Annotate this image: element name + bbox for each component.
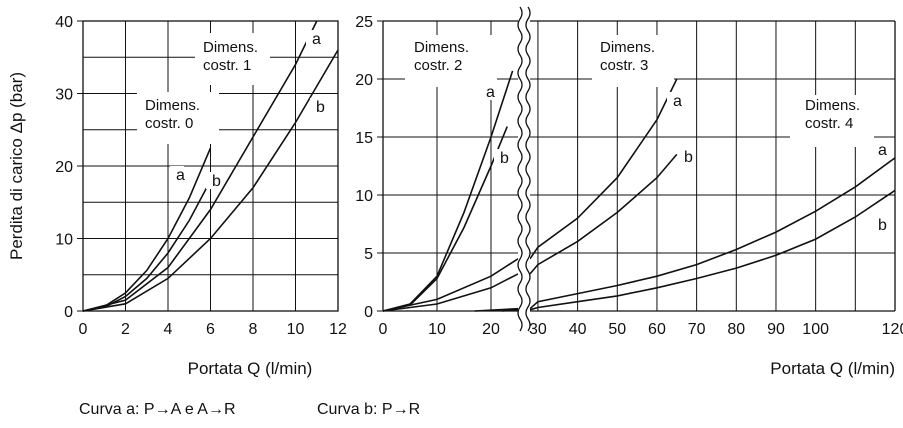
legend-curve-a: Curva a: P→A e A→R [79, 401, 236, 418]
curve-letter: a [176, 167, 185, 184]
curve-letter: b [316, 99, 325, 116]
legend-curve-b: Curva b: P→R [317, 401, 420, 418]
series-line-a [474, 307, 519, 312]
curve-letter: a [312, 31, 321, 48]
letter-bg [667, 92, 681, 109]
y-tick-label: 20 [355, 72, 373, 89]
x-tick-label: 0 [379, 321, 388, 338]
letter-bg [872, 141, 886, 158]
letter-bg [306, 30, 320, 47]
y-axis-title: Perdita di carico Δp (bar) [7, 72, 26, 260]
letter-bg [480, 83, 494, 100]
letter-bg [678, 148, 692, 165]
chart-left: 0 2 4 6 8 10 12 0 10 20 30 40 Portata Q (l/min) Dimen… [55, 14, 347, 378]
label-box [790, 95, 874, 147]
x-axis-title-right: Portata Q (l/min) [770, 359, 895, 378]
annotation-costr-0: Dimens. costr. 0 [145, 97, 200, 132]
label-box [405, 35, 497, 87]
series-line-a [382, 70, 514, 312]
label-box [137, 92, 219, 144]
y-tick-label: 30 [55, 87, 73, 104]
y-tick-label: 40 [55, 14, 73, 31]
letter-bg [310, 98, 324, 115]
y-tick-label: 10 [355, 188, 373, 205]
x-tick-label: 60 [648, 321, 666, 338]
series-line-b [382, 273, 519, 312]
series-line-a [82, 147, 212, 312]
curve-letter: a [673, 93, 682, 110]
y-tick-label: 0 [64, 304, 73, 321]
x-tick-label: 8 [249, 321, 258, 338]
curve-letter: b [684, 149, 693, 166]
letter-bg [206, 172, 220, 189]
y-tick-label: 15 [355, 130, 373, 147]
annotation-costr-4: Dimens. costr. 4 [805, 97, 860, 132]
curve-letter: b [212, 173, 221, 190]
curve-letter: b [878, 217, 887, 234]
x-tick-label: 120 [882, 321, 903, 338]
letter-bg [170, 166, 184, 183]
series-line-b [82, 49, 339, 312]
y-tick-label: 5 [364, 246, 373, 263]
annotation-costr-3: Dimens. costr. 3 [600, 39, 655, 74]
series-line-b [501, 309, 519, 312]
curve-letter: b [500, 150, 509, 167]
series-line-b [529, 189, 896, 311]
x-tick-label: 0 [79, 321, 88, 338]
series-line-b [529, 153, 678, 275]
axis-break-mark [525, 6, 531, 332]
letter-bg [872, 216, 886, 233]
curve-letter: a [486, 84, 495, 101]
x-tick-label: 2 [121, 321, 130, 338]
x-tick-label: 50 [608, 321, 626, 338]
x-tick-label: 40 [569, 321, 587, 338]
series-line-a [529, 78, 678, 260]
annotation-costr-1: Dimens. costr. 1 [203, 39, 258, 74]
letter-bg [494, 149, 508, 166]
annotation-costr-2: Dimens. costr. 2 [414, 39, 469, 74]
chart-right: 0 10 20 30 40 50 60 70 80 90 100 120 0 5 10 15 20 25 Porta… [355, 6, 903, 378]
x-tick-label: 10 [287, 321, 305, 338]
x-tick-label: 80 [727, 321, 745, 338]
y-tick-label: 20 [55, 159, 73, 176]
label-box [592, 35, 674, 87]
x-tick-label: 4 [164, 321, 173, 338]
x-tick-label: 10 [428, 321, 446, 338]
y-tick-label: 0 [364, 304, 373, 321]
x-tick-label: 90 [767, 321, 785, 338]
x-tick-label: 70 [688, 321, 706, 338]
axis-break-mark [517, 6, 523, 332]
series-line-a [382, 258, 519, 312]
series-line-b [382, 126, 508, 312]
label-box [195, 33, 270, 85]
series-line-a [529, 157, 896, 310]
x-tick-label: 20 [482, 321, 500, 338]
series-line-a [82, 20, 318, 312]
curve-letter: a [878, 142, 887, 159]
x-tick-label: 12 [329, 321, 347, 338]
x-tick-label: 100 [802, 321, 829, 338]
y-tick-label: 10 [55, 232, 73, 249]
y-tick-label: 25 [355, 14, 373, 31]
x-axis-title-left: Portata Q (l/min) [188, 359, 313, 378]
x-tick-label: 6 [206, 321, 215, 338]
x-tick-label: 30 [529, 321, 547, 338]
